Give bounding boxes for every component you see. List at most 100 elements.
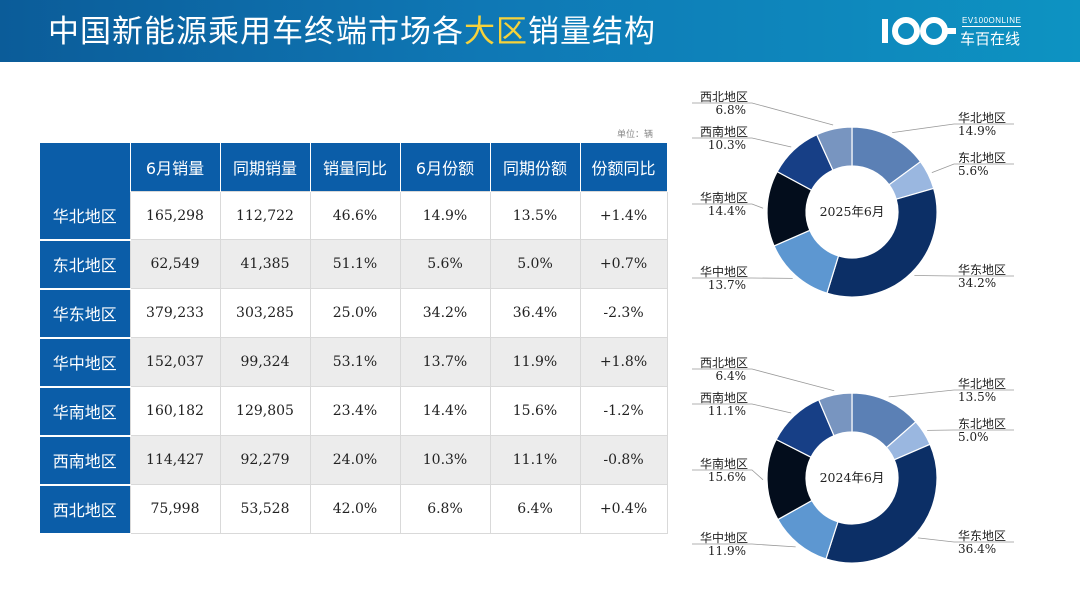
- page-title: 中国新能源乘用车终端市场各大区销量结构: [48, 12, 656, 52]
- donut-slice: [825, 443, 938, 564]
- table-cell: 303,285: [219, 288, 311, 338]
- donut-chart-2025-svg: 华北地区14.9%东北地区5.6%华东地区34.2%华中地区13.7%华南地区1…: [692, 90, 1014, 298]
- slice-category-label: 华中地区: [700, 530, 748, 545]
- title-text-highlight: 大区: [464, 14, 528, 50]
- slice-value-label: 5.6%: [958, 164, 989, 178]
- leader-line: [892, 123, 1014, 133]
- table-cell: 53,528: [219, 484, 311, 534]
- table-cell: 51.1%: [309, 239, 401, 289]
- row-header-region: 华中地区: [40, 337, 130, 388]
- table-row: 东北地区 62,549 41,385 51.1% 5.6% 5.0% +0.7%: [40, 239, 668, 290]
- slice-value-label: 5.0%: [958, 430, 989, 444]
- table-cell: -2.3%: [579, 288, 668, 338]
- donut-slice: [826, 187, 938, 298]
- slice-category-label: 华北地区: [958, 377, 1006, 391]
- table-corner-cell: [40, 143, 131, 192]
- title-text-part1: 中国新能源乘用车终端市场各: [48, 14, 464, 50]
- slice-value-label: 34.2%: [958, 276, 996, 290]
- slice-category-label: 西南地区: [700, 390, 748, 405]
- slice-value-label: 14.9%: [958, 124, 996, 138]
- table-cell: 53.1%: [309, 337, 401, 387]
- slice-category-label: 东北地区: [958, 417, 1006, 431]
- sales-table: 6月销量 同期销量 销量同比 6月份额 同期份额 份额同比 华北地区 165,2…: [40, 143, 668, 535]
- table-cell: 41,385: [219, 239, 311, 289]
- leader-line: [917, 537, 1014, 543]
- column-header: 同期销量: [220, 143, 311, 192]
- table-cell: 11.1%: [489, 435, 581, 485]
- title-text-part2: 销量结构: [528, 14, 656, 50]
- row-header-region: 华北地区: [40, 191, 130, 241]
- table-row: 华南地区 160,182 129,805 23.4% 14.4% 15.6% -…: [40, 386, 668, 437]
- table-cell: 99,324: [219, 337, 311, 387]
- table-cell: 5.6%: [399, 239, 491, 289]
- table-row: 华中地区 152,037 99,324 53.1% 13.7% 11.9% +1…: [40, 337, 668, 388]
- table-cell: 11.9%: [489, 337, 581, 387]
- row-header-region: 西南地区: [40, 435, 130, 486]
- slice-category-label: 华南地区: [700, 456, 748, 471]
- slice-category-label: 华北地区: [958, 111, 1006, 125]
- slice-category-label: 华中地区: [700, 264, 748, 279]
- slice-value-label: 11.1%: [708, 404, 746, 418]
- table-header-row: 6月销量 同期销量 销量同比 6月份额 同期份额 份额同比: [40, 143, 668, 192]
- table-cell: 165,298: [129, 191, 221, 240]
- slice-category-label: 华东地区: [958, 529, 1006, 543]
- table-cell: +1.8%: [579, 337, 668, 387]
- table-cell: -1.2%: [579, 386, 668, 436]
- leader-line: [692, 543, 796, 548]
- table-cell: 36.4%: [489, 288, 581, 338]
- slice-value-label: 13.7%: [708, 278, 746, 292]
- table-cell: +0.4%: [579, 484, 668, 534]
- table-cell: 129,805: [219, 386, 311, 436]
- slice-category-label: 华南地区: [700, 190, 748, 205]
- slice-value-label: 6.8%: [716, 103, 747, 117]
- leader-line: [692, 368, 835, 392]
- column-header: 同期份额: [490, 143, 581, 192]
- table-row: 西北地区 75,998 53,528 42.0% 6.8% 6.4% +0.4%: [40, 484, 668, 535]
- table-cell: 34.2%: [399, 288, 491, 338]
- row-header-region: 东北地区: [40, 239, 130, 290]
- table-cell: 152,037: [129, 337, 221, 387]
- slice-category-label: 西南地区: [700, 124, 748, 139]
- slice-category-label: 华东地区: [958, 263, 1006, 277]
- table-row: 华北地区 165,298 112,722 46.6% 14.9% 13.5% +…: [40, 191, 668, 241]
- logo-chinese-text: 车百在线: [960, 30, 1021, 48]
- row-header-region: 华南地区: [40, 386, 130, 437]
- table-cell: 15.6%: [489, 386, 581, 436]
- brand-logo: EV100ONLINE 车百在线: [880, 14, 1022, 50]
- table-cell: +0.7%: [579, 239, 668, 289]
- unit-note: 单位：辆: [616, 130, 653, 140]
- slice-value-label: 13.5%: [958, 390, 996, 404]
- slice-category-label: 西北地区: [700, 90, 748, 104]
- donut-slice: [815, 126, 853, 171]
- slice-value-label: 10.3%: [708, 138, 746, 152]
- table-cell: 75,998: [129, 484, 221, 534]
- table-cell: 6.8%: [399, 484, 491, 534]
- donut-chart-2024: 华北地区 13.5% 东北地区 5.0% 华东地区 36.4% 华中地区 11.9% 华南地区 1…: [680, 354, 1080, 578]
- leader-line: [692, 469, 764, 481]
- donut-center-title: 2025年6月: [820, 204, 885, 219]
- table-cell: 62,549: [129, 239, 221, 289]
- table-cell: 25.0%: [309, 288, 401, 338]
- table-cell: 112,722: [219, 191, 311, 240]
- table-cell: 379,233: [129, 288, 221, 338]
- donut-chart-2025: 华北地区 14.9% 东北地区 5.6% 华东地区 34.2% 华中地区 13.7% 华南地区 1…: [680, 88, 1080, 312]
- leader-line: [692, 403, 792, 414]
- table-cell: 6.4%: [489, 484, 581, 534]
- leader-line: [888, 389, 1014, 398]
- table-cell: -0.8%: [579, 435, 668, 485]
- column-header: 销量同比: [310, 143, 401, 192]
- leader-line: [931, 163, 1014, 174]
- donut-chart-2024-svg: 华北地区13.5%东北地区5.0%华东地区36.4%华中地区11.9%华南地区1…: [692, 356, 1014, 564]
- donut-slice: [817, 392, 853, 437]
- table-cell: 92,279: [219, 435, 311, 485]
- table-cell: 160,182: [129, 386, 221, 436]
- title-bar: 中国新能源乘用车终端市场各大区销量结构 EV100ONLINE 车百在线: [0, 0, 1080, 62]
- table-cell: 10.3%: [399, 435, 491, 485]
- table-cell: 23.4%: [309, 386, 401, 436]
- logo-mark-icon: [882, 17, 956, 45]
- column-header: 份额同比: [580, 143, 668, 192]
- table-cell: 14.9%: [399, 191, 491, 240]
- table-cell: 5.0%: [489, 239, 581, 289]
- row-header-region: 华东地区: [40, 288, 130, 339]
- column-header: 6月销量: [130, 143, 221, 192]
